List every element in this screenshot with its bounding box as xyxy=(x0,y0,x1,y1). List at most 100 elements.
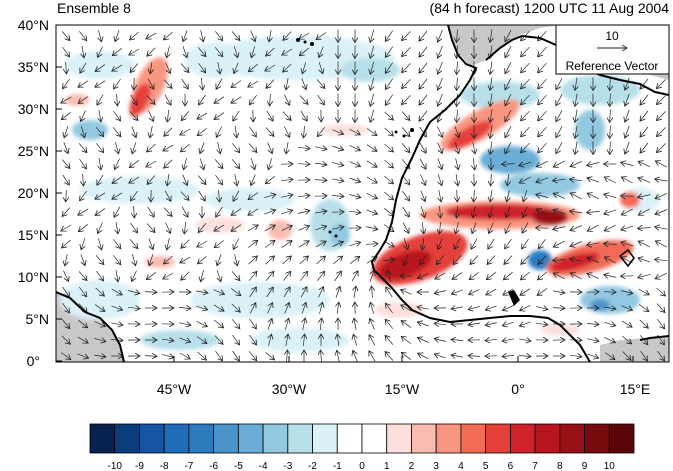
wind-vector xyxy=(553,227,566,230)
colorbar-label: -2 xyxy=(308,461,317,471)
wind-vector xyxy=(434,339,446,342)
wind-vector xyxy=(94,355,106,357)
colorbar-box xyxy=(534,423,561,454)
lat-label: 25°N xyxy=(18,143,49,159)
wind-vector xyxy=(384,191,393,200)
wind-vector xyxy=(351,271,358,282)
wind-vector xyxy=(78,80,89,87)
wind-vector xyxy=(655,209,668,215)
colorbar-label: -5 xyxy=(234,461,243,471)
wind-vector xyxy=(521,78,530,89)
wind-vector xyxy=(349,195,361,198)
colorbar-box xyxy=(411,423,437,454)
colorbar-label: 7 xyxy=(532,461,538,471)
wind-vector xyxy=(62,239,71,248)
wind-vector xyxy=(167,109,168,122)
wind-vector xyxy=(249,303,256,314)
wind-vector xyxy=(282,111,291,121)
wind-vector xyxy=(78,96,89,104)
wind-vector xyxy=(490,61,492,75)
wind-vector xyxy=(656,127,666,136)
wind-vector xyxy=(656,303,665,313)
wind-vector xyxy=(216,126,223,138)
wind-vector xyxy=(197,351,207,360)
wind-vector xyxy=(298,241,309,248)
wind-vector xyxy=(625,77,630,90)
wind-vector xyxy=(438,29,443,42)
wind-vector xyxy=(64,126,68,137)
wind-vector xyxy=(182,174,188,186)
wind-vector xyxy=(401,305,412,312)
wind-vector xyxy=(167,238,170,250)
wind-vector xyxy=(485,306,497,310)
colorbar-box xyxy=(114,423,140,454)
wind-vector xyxy=(657,350,665,361)
wind-vector xyxy=(129,160,139,167)
wind-vector xyxy=(197,128,208,135)
wind-vector xyxy=(215,350,222,361)
wind-vector xyxy=(419,142,426,153)
colorbar-label: -4 xyxy=(259,461,268,471)
wind-vector xyxy=(538,62,547,73)
colorbar-label: 3 xyxy=(433,461,439,471)
wind-vector xyxy=(438,77,443,90)
wind-vector xyxy=(372,286,373,299)
wind-vector xyxy=(457,77,458,91)
wind-vector xyxy=(201,270,204,282)
wind-vector xyxy=(315,147,327,150)
wind-vector xyxy=(196,336,207,344)
wind-vector xyxy=(457,205,458,218)
wind-vector xyxy=(604,257,616,264)
wind-vector xyxy=(385,94,393,106)
wind-vector xyxy=(487,255,496,265)
wind-vector xyxy=(523,190,527,201)
wind-vector xyxy=(518,356,531,357)
colorbar-box xyxy=(584,423,610,454)
wind-vector xyxy=(657,318,664,329)
wind-vector xyxy=(197,112,208,119)
wind-vector xyxy=(79,286,86,297)
colorbar-box xyxy=(213,423,239,454)
wind-vector xyxy=(519,339,531,341)
wind-vector xyxy=(315,241,326,248)
wind-vector xyxy=(454,238,461,250)
wind-vector xyxy=(655,272,668,279)
wind-vector xyxy=(286,142,288,154)
wind-vector xyxy=(420,254,427,265)
wind-vector xyxy=(214,319,223,328)
wind-vector xyxy=(402,63,411,72)
wind-vector xyxy=(521,142,530,153)
wind-vector xyxy=(235,174,237,186)
wind-vector xyxy=(116,222,118,234)
wind-vector xyxy=(456,158,459,170)
wind-vector xyxy=(197,255,207,264)
wind-vector xyxy=(385,335,394,345)
wind-vector xyxy=(451,307,463,309)
wind-vector xyxy=(434,291,446,294)
wind-vector xyxy=(418,353,429,360)
wind-vector xyxy=(251,174,256,186)
colorbar-box xyxy=(188,423,215,454)
wind-vector xyxy=(214,159,223,168)
wind-vector xyxy=(164,94,171,105)
wind-vector xyxy=(280,179,293,180)
wind-vector xyxy=(63,270,68,282)
wind-vector xyxy=(144,292,157,293)
wind-vector xyxy=(402,31,411,40)
wind-vector xyxy=(505,62,512,74)
lat-label: 30°N xyxy=(18,101,49,117)
colorbar-box xyxy=(89,423,116,454)
wind-vector xyxy=(200,158,204,169)
colorbar-box xyxy=(386,423,412,454)
wind-vector xyxy=(402,95,411,104)
wind-vector xyxy=(490,109,492,123)
wind-vector xyxy=(180,143,190,152)
wind-vector xyxy=(570,259,583,261)
wind-vector xyxy=(128,291,140,294)
wind-vector xyxy=(164,127,173,137)
wind-vector xyxy=(196,306,207,310)
wind-vector xyxy=(556,94,563,105)
wind-vector xyxy=(622,335,631,344)
wind-vector xyxy=(95,208,106,216)
